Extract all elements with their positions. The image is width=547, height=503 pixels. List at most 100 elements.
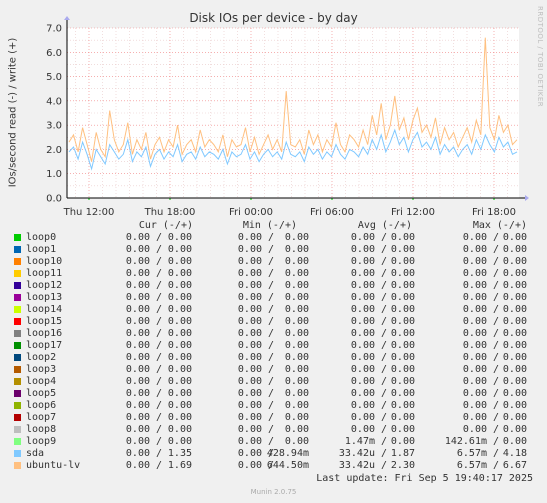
legend-separator: / <box>380 256 387 267</box>
legend-value-avg_r: 0.00 <box>350 424 375 435</box>
legend-separator: / <box>267 364 274 375</box>
legend-value-cur_r: 0.00 <box>125 328 150 339</box>
legend-value-cur_w: 1.35 <box>167 448 192 459</box>
legend-value-avg_w: 0.00 <box>390 340 415 351</box>
legend-value-cur_w: 0.00 <box>167 316 192 327</box>
legend-value-max_r: 0.00 <box>462 328 487 339</box>
legend-label: ubuntu-lv <box>26 460 81 471</box>
legend-separator: / <box>380 400 387 411</box>
legend-value-avg_r: 0.00 <box>350 352 375 363</box>
legend-value-cur_r: 0.00 <box>125 400 150 411</box>
legend-separator: / <box>155 400 162 411</box>
legend-value-avg_r: 33.42u <box>338 460 375 471</box>
legend-value-cur_r: 0.00 <box>125 424 150 435</box>
legend-separator: / <box>155 424 162 435</box>
y-tick-label: 2.0 <box>46 145 62 156</box>
y-tick-label: 3.0 <box>46 121 62 132</box>
legend-value-cur_r: 0.00 <box>125 436 150 447</box>
series-line-ubuntu-lv <box>68 37 518 162</box>
legend-label: loop13 <box>26 292 63 303</box>
legend-value-cur_w: 0.00 <box>167 268 192 279</box>
legend-row-loop11: loop11 0.00/0.00 0.00/0.00 0.00/0.00 0.00/0.… <box>0 268 547 280</box>
legend-separator: / <box>380 268 387 279</box>
y-tick-label: 7.0 <box>46 24 62 35</box>
legend-separator: / <box>267 436 274 447</box>
legend-row-loop5: loop5 0.00/0.00 0.00/0.00 0.00/0.00 0.00/0.0… <box>0 388 547 400</box>
chart-title: Disk IOs per device - by day <box>189 11 358 25</box>
x-tick-label: Fri 12:00 <box>391 207 435 215</box>
legend-swatch <box>14 294 21 301</box>
legend-row-loop2: loop2 0.00/0.00 0.00/0.00 0.00/0.00 0.00/0.0… <box>0 352 547 364</box>
legend-separator: / <box>492 280 499 291</box>
legend-swatch <box>14 282 21 289</box>
legend-value-min_r: 0.00 <box>237 316 262 327</box>
legend-separator: / <box>267 304 274 315</box>
legend-value-max_w: 0.00 <box>502 256 527 267</box>
legend-value-max_w: 0.00 <box>502 424 527 435</box>
legend-value-min_w: 0.00 <box>284 376 309 387</box>
legend-value-min_r: 0.00 <box>237 304 262 315</box>
legend-separator: / <box>267 328 274 339</box>
legend-swatch <box>14 306 21 313</box>
legend-value-cur_r: 0.00 <box>125 460 150 471</box>
legend-value-min_w: 0.00 <box>284 292 309 303</box>
legend-separator: / <box>380 316 387 327</box>
legend-separator: / <box>492 436 499 447</box>
legend-value-cur_w: 0.00 <box>167 364 192 375</box>
legend-value-avg_w: 0.00 <box>390 412 415 423</box>
legend-separator: / <box>267 412 274 423</box>
legend-separator: / <box>267 232 274 243</box>
legend-value-avg_w: 0.00 <box>390 400 415 411</box>
legend-value-cur_w: 0.00 <box>167 436 192 447</box>
legend-swatch <box>14 450 21 457</box>
legend-swatch <box>14 246 21 253</box>
legend-value-max_w: 0.00 <box>502 400 527 411</box>
legend-value-min_r: 0.00 <box>237 352 262 363</box>
legend-separator: / <box>155 460 162 471</box>
legend-value-min_r: 0.00 <box>237 376 262 387</box>
legend-label: loop15 <box>26 316 63 327</box>
legend-value-cur_w: 0.00 <box>167 280 192 291</box>
legend-value-min_w: 0.00 <box>284 340 309 351</box>
legend-header-cur: Cur (-/+) <box>138 220 193 231</box>
legend-separator: / <box>492 412 499 423</box>
legend-separator: / <box>380 388 387 399</box>
y-tick-label: 4.0 <box>46 96 62 107</box>
legend-swatch <box>14 318 21 325</box>
legend-value-min_r: 0.00 <box>237 292 262 303</box>
legend-value-avg_r: 0.00 <box>350 328 375 339</box>
rrdtool-watermark: RRDTOOL / TOBI OETIKER <box>536 6 544 108</box>
legend-value-min_w: 0.00 <box>284 424 309 435</box>
legend-swatch <box>14 342 21 349</box>
legend-separator: / <box>155 232 162 243</box>
legend-value-max_r: 6.57m <box>456 460 487 471</box>
legend-value-max_w: 0.00 <box>502 340 527 351</box>
legend-value-max_w: 0.00 <box>502 388 527 399</box>
legend-value-avg_r: 0.00 <box>350 256 375 267</box>
legend-swatch <box>14 354 21 361</box>
legend-separator: / <box>492 352 499 363</box>
legend-value-avg_r: 0.00 <box>350 400 375 411</box>
legend-separator: / <box>380 364 387 375</box>
legend-value-avg_w: 1.87 <box>390 448 415 459</box>
last-update: Last update: Fri Sep 5 19:40:17 2025 <box>316 473 533 484</box>
legend-value-max_r: 0.00 <box>462 388 487 399</box>
legend-value-max_w: 6.67 <box>502 460 527 471</box>
legend-value-max_r: 0.00 <box>462 244 487 255</box>
legend-value-avg_r: 0.00 <box>350 364 375 375</box>
legend-value-min_w: 0.00 <box>284 352 309 363</box>
legend-value-avg_w: 0.00 <box>390 316 415 327</box>
legend-separator: / <box>380 244 387 255</box>
legend-label: loop17 <box>26 340 63 351</box>
legend-value-min_r: 0.00 <box>237 340 262 351</box>
legend-value-max_r: 0.00 <box>462 292 487 303</box>
legend-value-min_w: 0.00 <box>284 256 309 267</box>
legend-value-min_w: 0.00 <box>284 280 309 291</box>
legend-value-cur_w: 0.00 <box>167 292 192 303</box>
legend-value-max_r: 0.00 <box>462 412 487 423</box>
legend-separator: / <box>267 352 274 363</box>
legend-label: loop11 <box>26 268 63 279</box>
legend-value-cur_r: 0.00 <box>125 340 150 351</box>
legend-separator: / <box>267 280 274 291</box>
legend-swatch <box>14 438 21 445</box>
